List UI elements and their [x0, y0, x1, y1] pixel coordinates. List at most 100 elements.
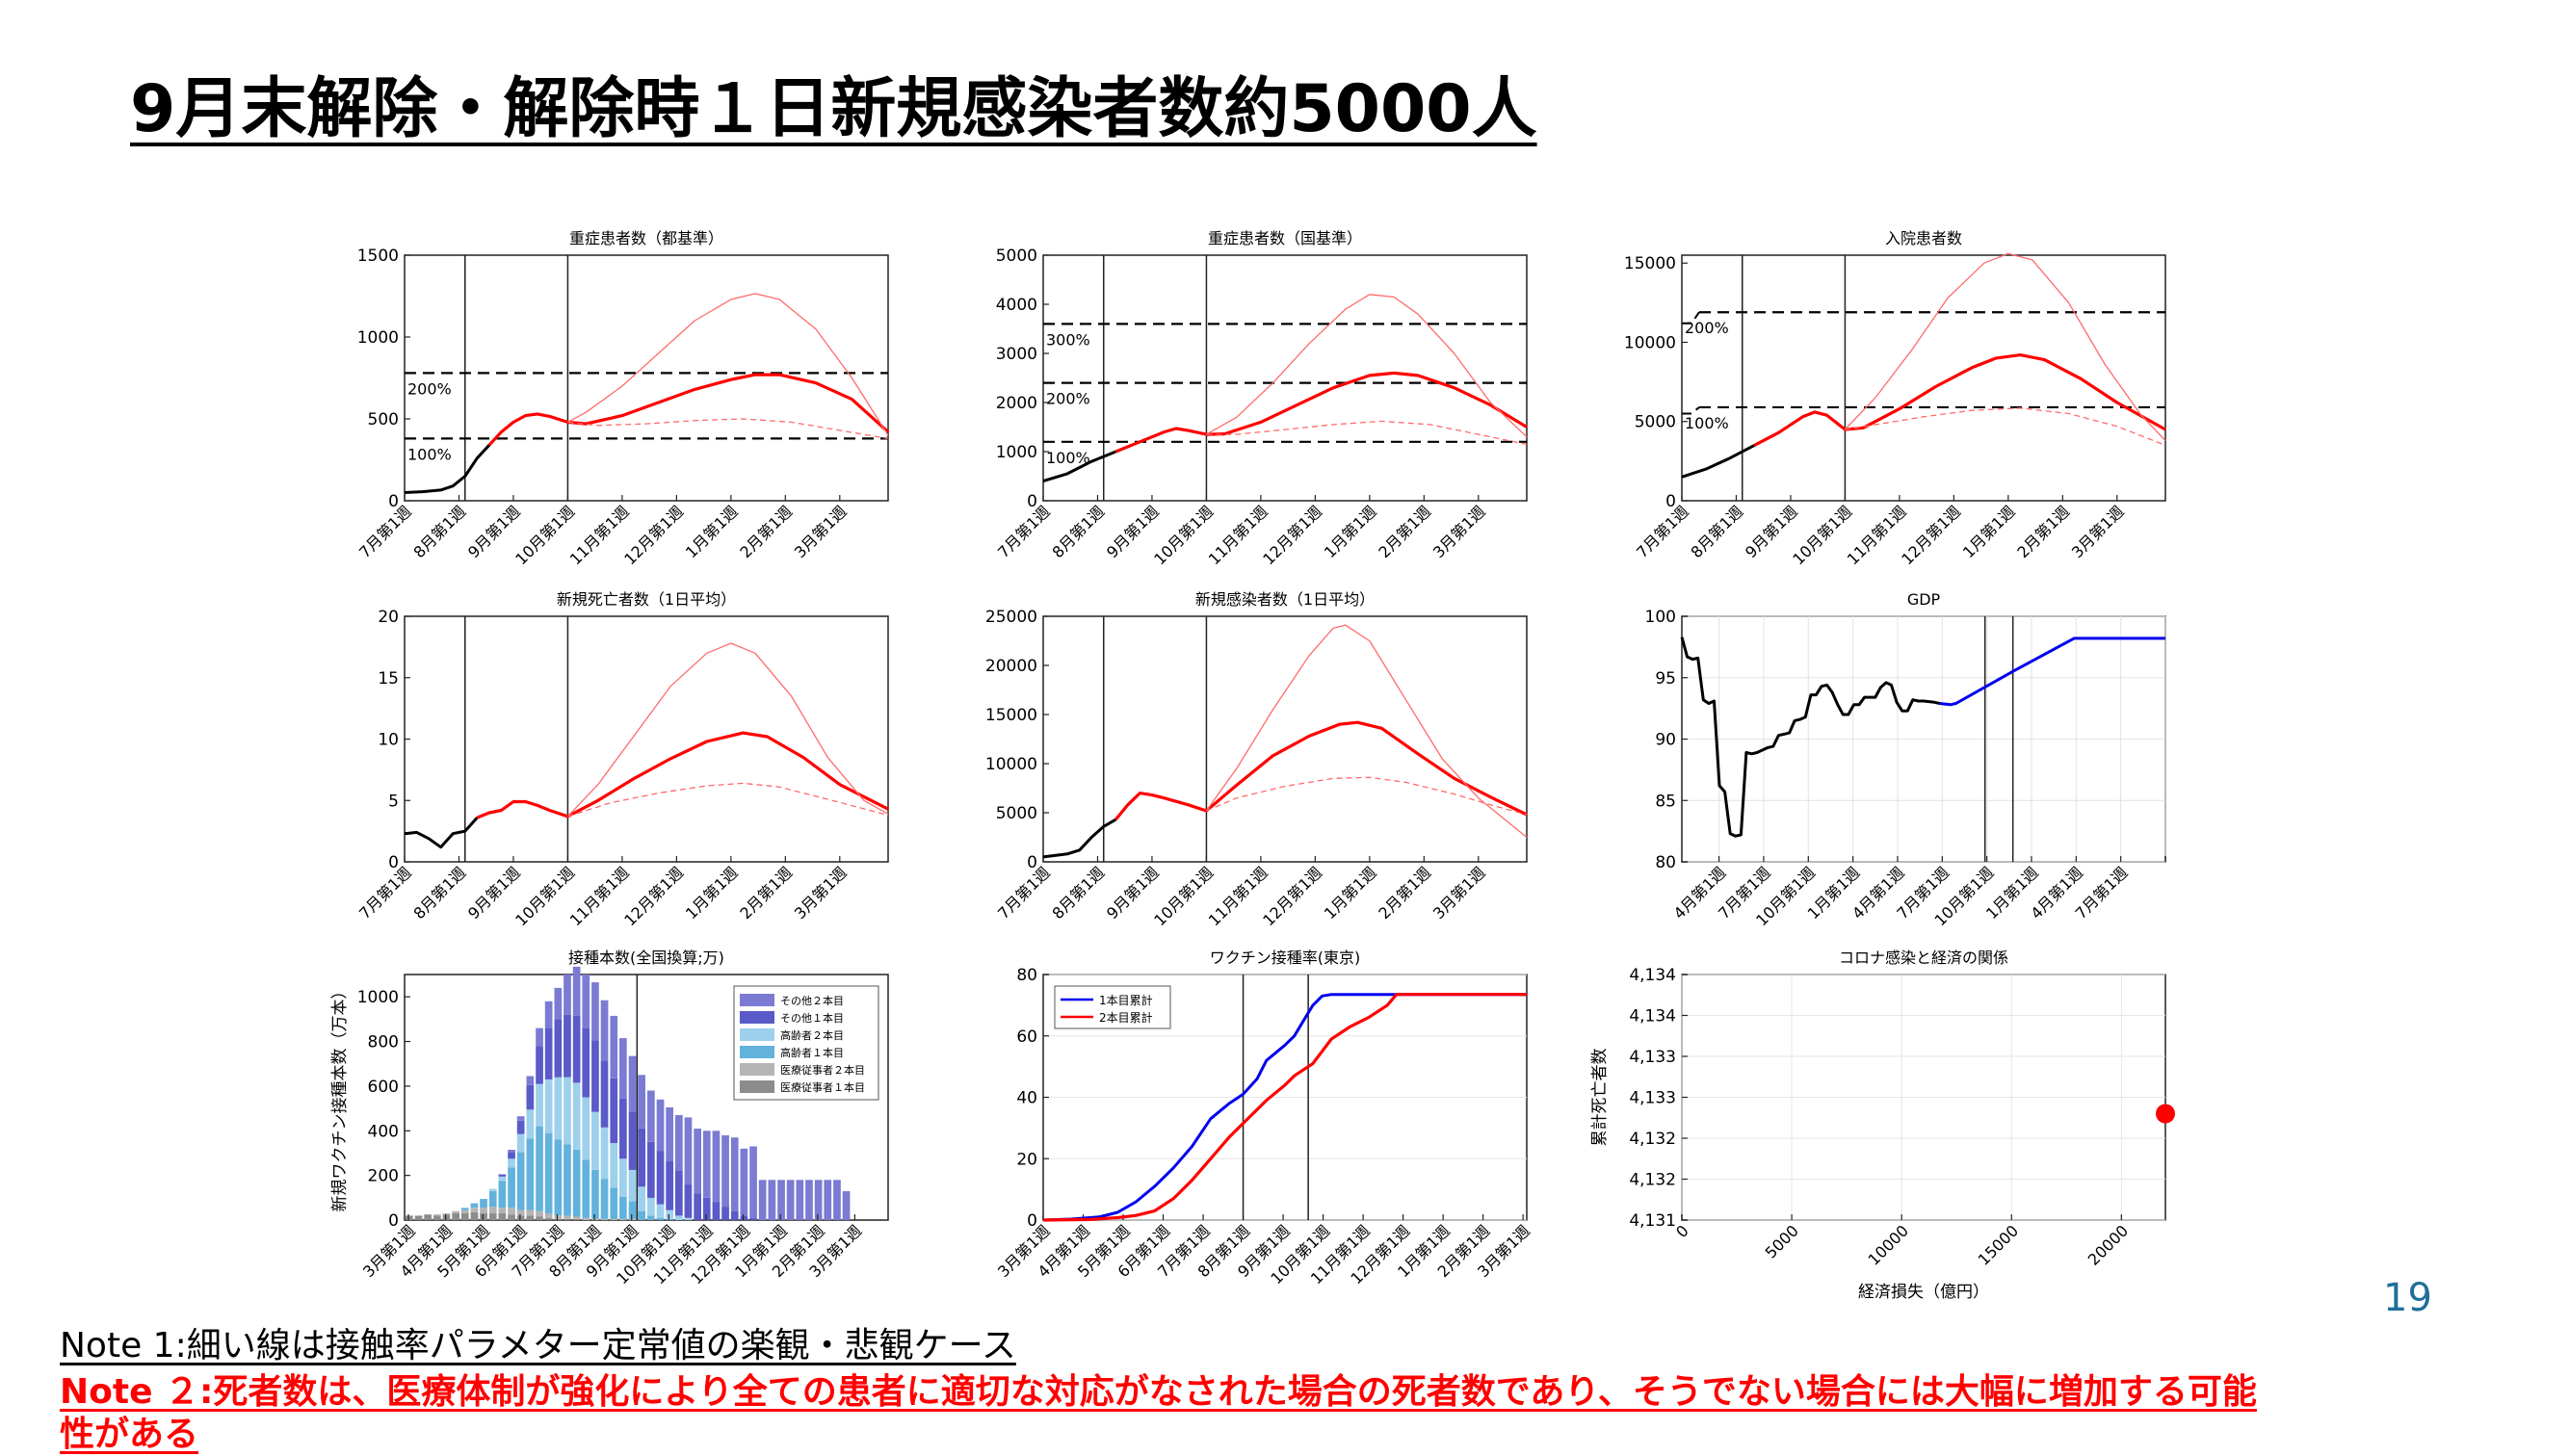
deaths-xtick-label: 12月第1週	[620, 863, 687, 929]
covid_economy-ylabel: 累計死亡者数	[1590, 1049, 1610, 1147]
vaccinations-bar	[508, 1150, 515, 1153]
vaccinations-bar	[572, 1150, 581, 1217]
vaccinations-bar	[424, 1214, 432, 1220]
deaths-xtick-label: 3月第1週	[791, 863, 851, 923]
gdp-ytick-label: 95	[1655, 669, 1676, 689]
deaths-series-optimistic	[567, 782, 889, 818]
vaccinations-bar	[796, 1180, 804, 1220]
vaccinations-bar	[488, 1207, 497, 1214]
vaccinations-bar	[805, 1180, 813, 1220]
vaccinations-bar	[572, 1082, 581, 1150]
vaccinations-ytick-label: 200	[368, 1167, 399, 1186]
vaccinations-legend-swatch	[740, 1046, 774, 1058]
vaccinations-bar	[516, 1215, 525, 1220]
vaccinations-bar	[508, 1167, 515, 1209]
severe_national-ytick-label: 3000	[996, 345, 1037, 364]
gdp-series-actual	[1680, 637, 1941, 838]
severe_national-ytick-label: 5000	[996, 247, 1037, 266]
vaccinations-bar	[516, 1120, 525, 1134]
deaths-series-base	[476, 731, 889, 819]
vaccinations-bar	[433, 1215, 441, 1220]
severe_tokyo-series-optimistic	[567, 418, 889, 440]
vaccinations-bar	[638, 1075, 645, 1129]
severe_national-xtick-label: 8月第1週	[1049, 502, 1109, 561]
hospitalized-ytick-label: 0	[1665, 492, 1676, 511]
vaccinations-bar	[470, 1208, 479, 1212]
vaccinations-bar	[628, 1201, 637, 1219]
vaccinations-bar	[638, 1186, 645, 1211]
vaccinations-bar	[536, 1210, 543, 1217]
vaccinations-bar	[638, 1210, 645, 1220]
severe_national-ytick-label: 0	[1027, 492, 1037, 511]
vaccinations-bar	[406, 1215, 413, 1220]
note-2: Note ２:死者数は、医療体制が強化により全ての患者に適切な対応がなされた場合…	[60, 1372, 2257, 1412]
severe_national-series-pessimistic	[1206, 294, 1528, 438]
vaccinations-bar	[666, 1106, 673, 1161]
vaccinations-bar	[536, 1126, 543, 1211]
vaccinations-bar	[572, 966, 581, 1016]
vaccinations-bar	[564, 1215, 571, 1219]
vaccinations-bar	[526, 1138, 535, 1210]
deaths-chart: 新規死亡者数（1日平均）051015207月第1週8月第1週9月第1週10月第1…	[355, 590, 889, 929]
vaccinations-bar	[498, 1176, 507, 1182]
vaccine_rate-ytick-label: 0	[1027, 1211, 1037, 1231]
vaccinations-bar	[712, 1131, 721, 1203]
vaccinations-bar	[619, 1196, 627, 1219]
vaccinations-legend-label: その他２本目	[780, 994, 844, 1007]
deaths-title: 新規死亡者数（1日平均）	[557, 590, 736, 609]
note-1: Note 1:細い線は接触率パラメター定常値の楽観・悲観ケース	[60, 1326, 1016, 1365]
vaccinations-bar	[572, 1216, 581, 1219]
vaccinations-bar	[628, 1111, 637, 1170]
vaccinations-bar	[442, 1214, 451, 1220]
vaccinations-bar	[526, 1215, 535, 1220]
vaccinations-bar	[628, 1169, 637, 1202]
vaccinations-bar	[730, 1137, 739, 1211]
vaccine_rate-ytick-label: 80	[1016, 966, 1037, 985]
vaccinations-bar	[740, 1215, 748, 1220]
vaccinations-bar	[554, 987, 563, 1020]
vaccinations-bar	[488, 1188, 497, 1191]
vaccinations-bar	[702, 1131, 711, 1198]
vaccinations-bar	[480, 1213, 487, 1220]
hospitalized-xtick-label: 1月第1週	[1959, 502, 2019, 561]
vaccinations-legend-swatch	[740, 1063, 774, 1076]
vaccinations-bar	[610, 1015, 618, 1079]
vaccinations-bar	[544, 1027, 553, 1079]
severe_tokyo-series-base	[487, 373, 890, 447]
severe_national-series-base	[1114, 371, 1528, 454]
vaccinations-bar	[610, 1187, 618, 1219]
infections-series-base	[1114, 720, 1528, 821]
vaccinations-bar	[684, 1117, 693, 1184]
infections-chart: 新規感染者数（1日平均） 0 5000 10000 15000 20000 25000 7月第…	[985, 590, 1528, 929]
vaccinations-bar	[591, 1169, 599, 1219]
vaccinations-bar	[433, 1214, 441, 1216]
vaccinations-bar	[591, 1111, 599, 1170]
severe_national-xtick-label: 7月第1週	[994, 502, 1054, 561]
vaccinations-bar	[488, 1190, 497, 1208]
vaccinations-bar	[591, 1218, 599, 1220]
severe_tokyo-ytick-label: 500	[368, 410, 399, 429]
gdp-ytick-label: 80	[1655, 853, 1676, 872]
vaccinations-bar	[564, 1218, 571, 1220]
vaccinations-bar	[516, 1152, 525, 1210]
vaccinations-bar	[470, 1203, 479, 1209]
hospitalized-xtick-label: 7月第1週	[1633, 502, 1692, 561]
vaccinations-bar	[526, 1084, 535, 1110]
hospitalized-chart: 入院患者数0500010000150007月第1週8月第1週9月第1週10月第1…	[1624, 229, 2166, 568]
vaccinations-bar	[470, 1211, 479, 1220]
vaccinations-bar	[526, 1109, 535, 1139]
vaccinations-bar	[600, 1000, 609, 1061]
vaccinations-legend-label: 医療従事者２本目	[780, 1063, 865, 1077]
vaccinations-bar	[544, 1213, 553, 1218]
vaccinations-bar	[554, 1077, 563, 1140]
covid_economy-ytick-label: 4,132	[1629, 1130, 1676, 1149]
vaccinations-bar	[824, 1180, 832, 1220]
vaccinations-bar	[619, 1218, 627, 1220]
note-2-continued: 性がある	[60, 1415, 199, 1454]
vaccinations-bar	[610, 1218, 618, 1220]
vaccinations-legend-label: 医療従事者１本目	[780, 1080, 865, 1094]
infections-xtick-label: 1月第1週	[1321, 863, 1380, 923]
vaccine_rate-chart: ワクチン接種率(東京)0204060803月第1週4月第1週5月第1週6月第1週…	[994, 949, 1534, 1287]
infections-ytick-label: 15000	[985, 706, 1037, 725]
deaths-xtick-label: 7月第1週	[355, 863, 415, 923]
